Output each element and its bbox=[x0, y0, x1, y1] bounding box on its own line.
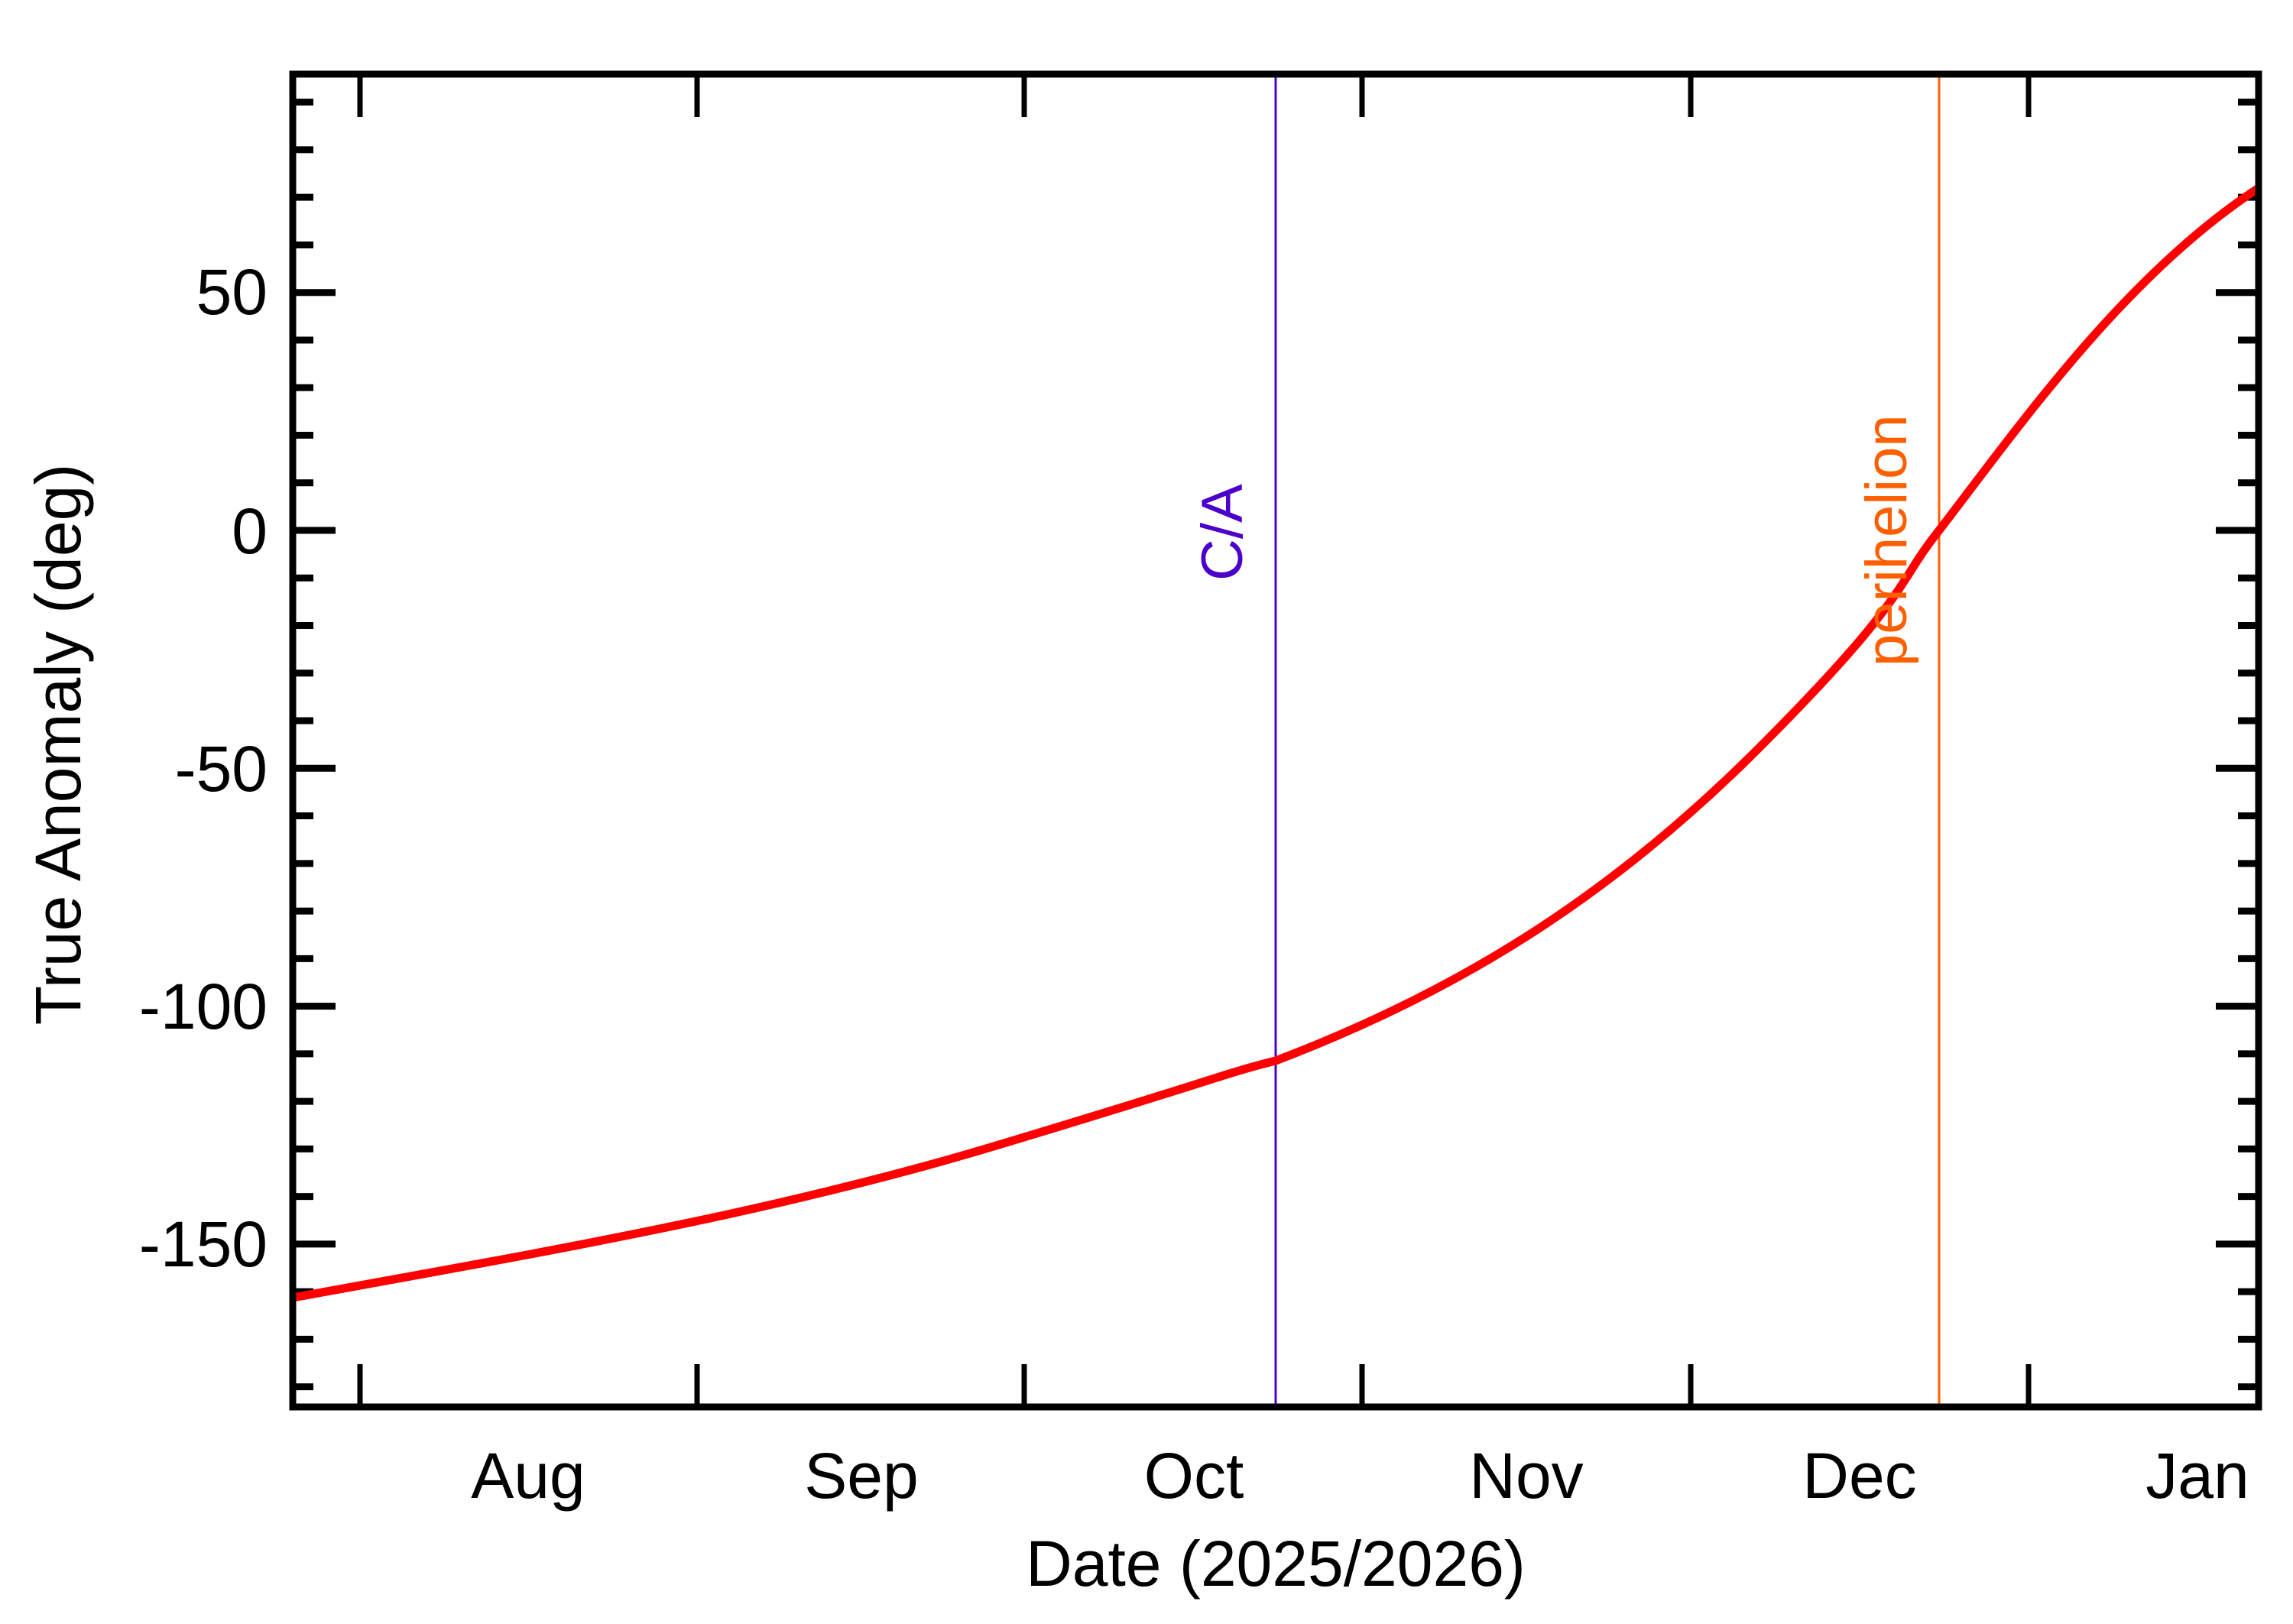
y-tick-label-minus-150: -150 bbox=[139, 1208, 268, 1280]
y-ticks-right bbox=[2216, 99, 2259, 1391]
y-tick-label-0: 0 bbox=[232, 495, 268, 567]
perihelion-marker-label: perihelion bbox=[1854, 414, 1919, 666]
x-tick-label-sep: Sep bbox=[804, 1440, 918, 1512]
x-ticks bbox=[357, 74, 2032, 1407]
y-tick-label-minus-50: -50 bbox=[175, 733, 268, 805]
x-tick-label-jan: Jan bbox=[2145, 1440, 2249, 1512]
y-axis-title: True Anomaly (deg) bbox=[22, 464, 94, 1026]
x-tick-label-aug: Aug bbox=[471, 1440, 585, 1512]
y-tick-label-minus-100: -100 bbox=[139, 971, 268, 1042]
y-tick-label-50: 50 bbox=[196, 256, 268, 328]
x-tick-label-oct: Oct bbox=[1144, 1440, 1244, 1512]
plot-frame bbox=[289, 70, 2262, 1411]
ca-marker-label: C/A bbox=[1190, 484, 1255, 581]
x-axis-title: Date (2025/2026) bbox=[1026, 1528, 1526, 1600]
y-ticks-left bbox=[293, 99, 336, 1391]
x-tick-label-dec: Dec bbox=[1802, 1440, 1916, 1512]
true-anomaly-curve bbox=[292, 184, 2262, 1302]
x-tick-label-nov: Nov bbox=[1469, 1440, 1583, 1512]
